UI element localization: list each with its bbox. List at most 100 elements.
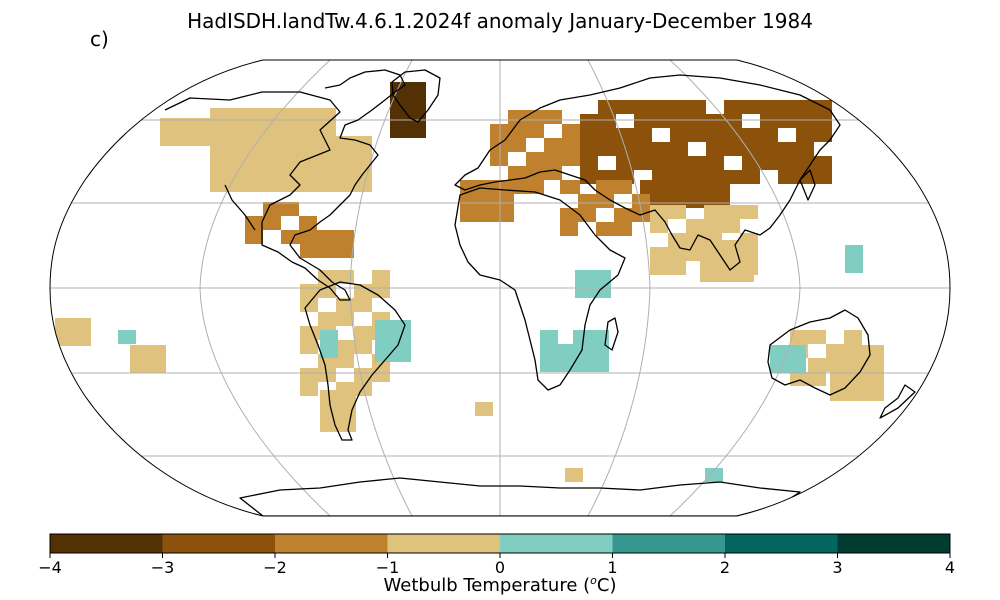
anomaly-cell: [700, 254, 718, 268]
anomaly-cell: [778, 142, 796, 156]
anomaly-cell: [712, 180, 730, 194]
anomaly-cell: [281, 202, 299, 216]
anomaly-cell: [281, 230, 299, 244]
colorbar-bin: [837, 534, 951, 553]
anomaly-cell: [718, 268, 736, 282]
colorbar-tick-label: 0: [494, 558, 506, 577]
anomaly-cell: [390, 124, 408, 138]
anomaly-cell: [596, 222, 614, 236]
anomaly-cell: [210, 164, 228, 178]
anomaly-cell: [742, 170, 760, 184]
colorbar-bin: [725, 534, 838, 553]
panel-label: c): [90, 27, 109, 51]
anomaly-cell: [580, 114, 598, 128]
anomaly-cell: [336, 312, 354, 326]
anomaly-cell: [770, 345, 788, 359]
anomaly-grid-cells: [55, 82, 884, 482]
colorbar-tick-label: −2: [263, 558, 287, 577]
anomaly-cell: [336, 340, 354, 354]
colorbar-label: Wetbulb Temperature (oC): [383, 574, 617, 596]
graticule-meridian: [587, 60, 651, 516]
anomaly-cell: [544, 138, 562, 152]
anomaly-cell: [196, 132, 214, 146]
anomaly-cell: [282, 108, 300, 122]
anomaly-cell: [393, 320, 411, 334]
anomaly-cell: [148, 359, 166, 373]
anomaly-cell: [246, 150, 264, 164]
anomaly-cell: [490, 124, 508, 138]
anomaly-cell: [300, 368, 318, 382]
anomaly-cell: [320, 330, 338, 344]
anomaly-cell: [688, 156, 706, 170]
anomaly-cell: [616, 128, 634, 142]
anomaly-cell: [814, 156, 832, 170]
anomaly-cell: [526, 180, 544, 194]
anomaly-cell: [598, 128, 616, 142]
anomaly-cell: [694, 180, 712, 194]
colorbar-bin: [387, 534, 501, 553]
coast-australia: [767, 309, 871, 396]
anomaly-cell: [300, 122, 318, 136]
anomaly-cell: [508, 138, 526, 152]
anomaly-cell: [496, 208, 514, 222]
anomaly-cell: [354, 382, 372, 396]
anomaly-cell: [668, 233, 686, 247]
anomaly-cell: [706, 142, 724, 156]
anomaly-cell: [320, 404, 338, 418]
anomaly-cell: [560, 180, 578, 194]
anomaly-cell: [652, 142, 670, 156]
anomaly-cell: [650, 219, 668, 233]
coast-new-zealand: [879, 384, 916, 419]
anomaly-cell: [562, 152, 580, 166]
anomaly-cell: [580, 170, 598, 184]
anomaly-cell: [688, 128, 706, 142]
anomaly-cell: [228, 122, 246, 136]
anomaly-cell: [652, 100, 670, 114]
anomaly-cell: [264, 136, 282, 150]
anomaly-cell: [393, 334, 411, 348]
globe-outline: [49, 59, 951, 517]
anomaly-cell: [526, 124, 544, 138]
anomaly-cell: [790, 330, 808, 344]
anomaly-cell: [830, 359, 848, 373]
anomaly-cell: [555, 344, 573, 358]
anomaly-cell: [300, 108, 318, 122]
anomaly-cell: [318, 164, 336, 178]
anomaly-cell: [264, 108, 282, 122]
anomaly-cell: [614, 208, 632, 222]
anomaly-cell: [796, 128, 814, 142]
colorbar-bin: [50, 534, 163, 553]
anomaly-cell: [264, 150, 282, 164]
anomaly-cell: [318, 108, 336, 122]
anomaly-cell: [160, 132, 178, 146]
anomaly-cell: [704, 219, 722, 233]
anomaly-cell: [178, 118, 196, 132]
anomaly-cell: [300, 326, 318, 340]
anomaly-cell: [634, 156, 652, 170]
figure-title: HadISDH.landTw.4.6.1.2024f anomaly Janua…: [187, 9, 813, 33]
anomaly-cell: [814, 170, 832, 184]
anomaly-cell: [614, 180, 632, 194]
anomaly-cell: [770, 359, 788, 373]
anomaly-cell: [778, 170, 796, 184]
anomaly-cell: [55, 332, 73, 346]
coast-europe-asia: [454, 74, 841, 271]
anomaly-cell: [408, 82, 426, 96]
anomaly-cell: [300, 298, 318, 312]
anomaly-cell: [573, 358, 591, 372]
anomaly-cell: [393, 348, 411, 362]
anomaly-cell: [866, 373, 884, 387]
anomaly-cell: [796, 142, 814, 156]
anomaly-cell: [496, 194, 514, 208]
anomaly-cell: [742, 142, 760, 156]
anomaly-cell: [246, 136, 264, 150]
anomaly-cell: [372, 270, 390, 284]
anomaly-cell: [591, 344, 609, 358]
anomaly-cell: [245, 216, 263, 230]
anomaly-cell: [526, 110, 544, 124]
anomaly-cell: [778, 114, 796, 128]
anomaly-cell: [540, 344, 558, 358]
colorbar-bin: [500, 534, 613, 553]
anomaly-cell: [668, 247, 686, 261]
anomaly-cell: [300, 244, 318, 258]
